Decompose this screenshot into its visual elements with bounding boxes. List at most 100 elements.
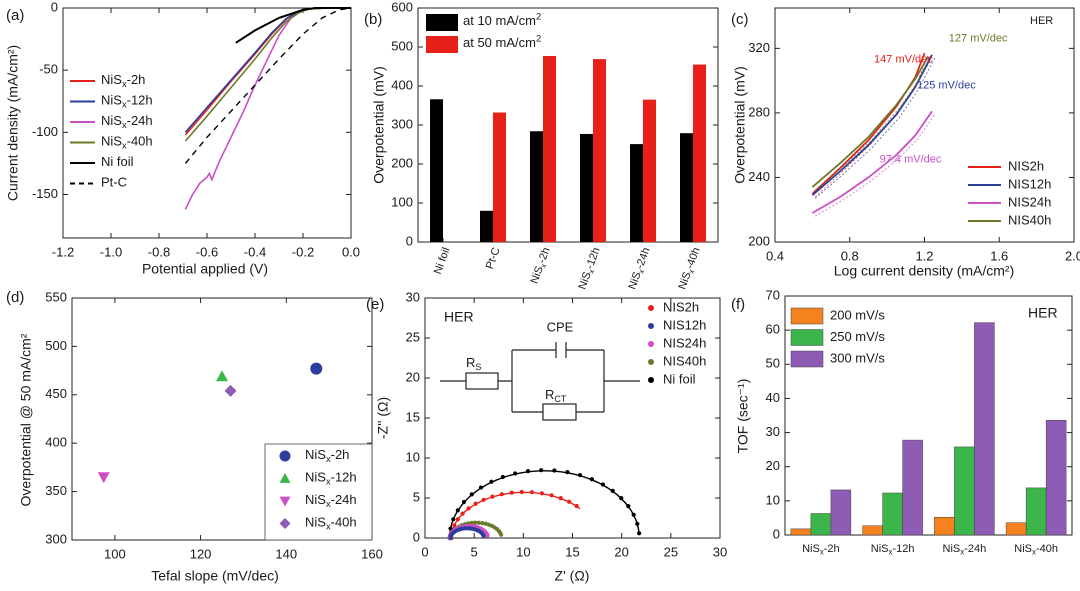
data-point [499, 532, 504, 537]
label-tail: -24h [634, 246, 653, 271]
label-base: NiS [101, 113, 122, 128]
y-tick-label: 350 [45, 483, 67, 498]
label-subscript: x [326, 499, 331, 509]
legend: NIS2h NIS12h NIS24h NIS40h [968, 158, 1051, 227]
bar-black [430, 99, 443, 242]
label-subscript: x [326, 454, 331, 464]
label-base: at 50 mA/cm [463, 35, 536, 50]
data-point [499, 492, 504, 497]
y-tick-label: 280 [748, 104, 770, 119]
data-points-nis40h [448, 520, 504, 541]
x-category-label: NiSx-2h [528, 246, 554, 286]
label-base: NiS [576, 270, 593, 291]
bar-black [480, 210, 493, 242]
y-tick-label: 300 [45, 531, 67, 546]
resistor-rs [465, 372, 499, 390]
data-point [483, 521, 488, 526]
legend-swatch [790, 329, 824, 346]
panel-c: 0.4 0.8 1.2 1.6 2.0 200 240 280 320 Log current d… [731, 7, 1080, 279]
x-category-label: NiSx-24h [943, 543, 987, 556]
label-base: NiS [871, 543, 889, 555]
x-tick-label: -1.2 [52, 244, 74, 259]
y-tick-label: 20 [406, 369, 420, 384]
y-tick-label: 70 [766, 287, 780, 302]
y-tick-label: 400 [45, 435, 67, 450]
data-point [481, 497, 486, 502]
legend-label: NIS2h [1008, 158, 1044, 173]
data-point [448, 526, 453, 531]
y-axis-label: Current density (mA/cm²) [5, 45, 21, 201]
data-point [509, 490, 514, 495]
bar-green [882, 492, 903, 536]
x-tick-label: -0.2 [292, 244, 314, 259]
label-base: NiS [101, 72, 122, 87]
label-tail: -2h [824, 543, 840, 555]
data-point [489, 479, 494, 484]
legend-label: NiSx-12h [101, 93, 153, 110]
label-tail: -2h [536, 246, 553, 265]
y-tick-label: 20 [766, 458, 780, 473]
legend-label: 300 mV/s [830, 350, 885, 365]
y-tick-label: 15 [406, 409, 420, 424]
x-category-label: NiSx-24h [626, 246, 654, 292]
label-tail: -40h [684, 246, 703, 271]
panel-d: 100 120 140 160 300 350 400 450 500 550 Tefal slop… [6, 289, 383, 584]
label-tail: -2h [331, 447, 350, 462]
label-base: NiS [1014, 543, 1032, 555]
data-point [513, 471, 518, 476]
bar-red [643, 99, 656, 243]
x-axis-label: Log current density (mA/cm²) [834, 263, 1015, 279]
label-subscript: x [587, 268, 597, 275]
bar-red [493, 112, 506, 243]
x-category-label: NiSx-40h [676, 246, 704, 292]
bar-black [630, 144, 643, 242]
label-tail: -24h [127, 113, 153, 128]
label-subscript: S [475, 362, 481, 372]
legend-label: Ni foil [663, 371, 696, 386]
label-base: Pt-C [101, 175, 127, 190]
x-category-label: NiSx-12h [871, 543, 915, 556]
data-dots-nis24h [814, 114, 936, 217]
label-subscript: x [687, 268, 697, 275]
y-tick-label: 200 [748, 233, 770, 248]
legend-label: NiSx-2h [101, 72, 145, 89]
data-point [466, 506, 471, 511]
panel-label: (b) [364, 11, 382, 28]
data-point [490, 494, 495, 499]
data-point [481, 533, 486, 539]
label-tail: -40h [331, 515, 357, 530]
panel-e: 0 5 10 15 20 25 30 0 5 10 15 20 25 30 Z' (Ω) -Z'' (Ω) (e… [366, 289, 727, 583]
y-tick-label: 200 [391, 155, 413, 170]
x-tick-label: 0.0 [342, 244, 360, 259]
data-point [476, 520, 481, 525]
data-point [635, 521, 640, 526]
data-point [478, 485, 484, 490]
x-tick-label: 25 [664, 544, 678, 559]
bar-red [543, 55, 556, 242]
y-axis-label: TOF (sec⁻¹) [735, 379, 751, 454]
data-point [574, 503, 579, 509]
legend-label: at 10 mA/cm2 [463, 12, 541, 29]
fit-line-nis12h [811, 54, 933, 196]
data-point [567, 499, 572, 504]
marker-triangle-up [279, 473, 291, 483]
label-subscript: x [960, 547, 964, 556]
data-point [549, 493, 554, 498]
x-tick-label: 10 [516, 544, 530, 559]
slope-annotation: 97.4 mV/dec [880, 154, 942, 166]
legend-label: Pt-C [101, 175, 127, 190]
y-axis-label: Overpotential (mV) [732, 66, 748, 183]
label-tail: -40h [127, 134, 153, 149]
legend-label: NiSx-24h [101, 113, 153, 130]
x-category-label: NiSx-2h [802, 543, 840, 556]
x-tick-label: 140 [275, 546, 297, 561]
label-subscript: x [122, 79, 127, 89]
data-point [565, 470, 570, 475]
label-tail: -24h [964, 543, 986, 555]
cpe-label: CPE [547, 319, 574, 334]
fit-line-nis2h [811, 52, 926, 195]
label-base: NiS [528, 265, 545, 286]
